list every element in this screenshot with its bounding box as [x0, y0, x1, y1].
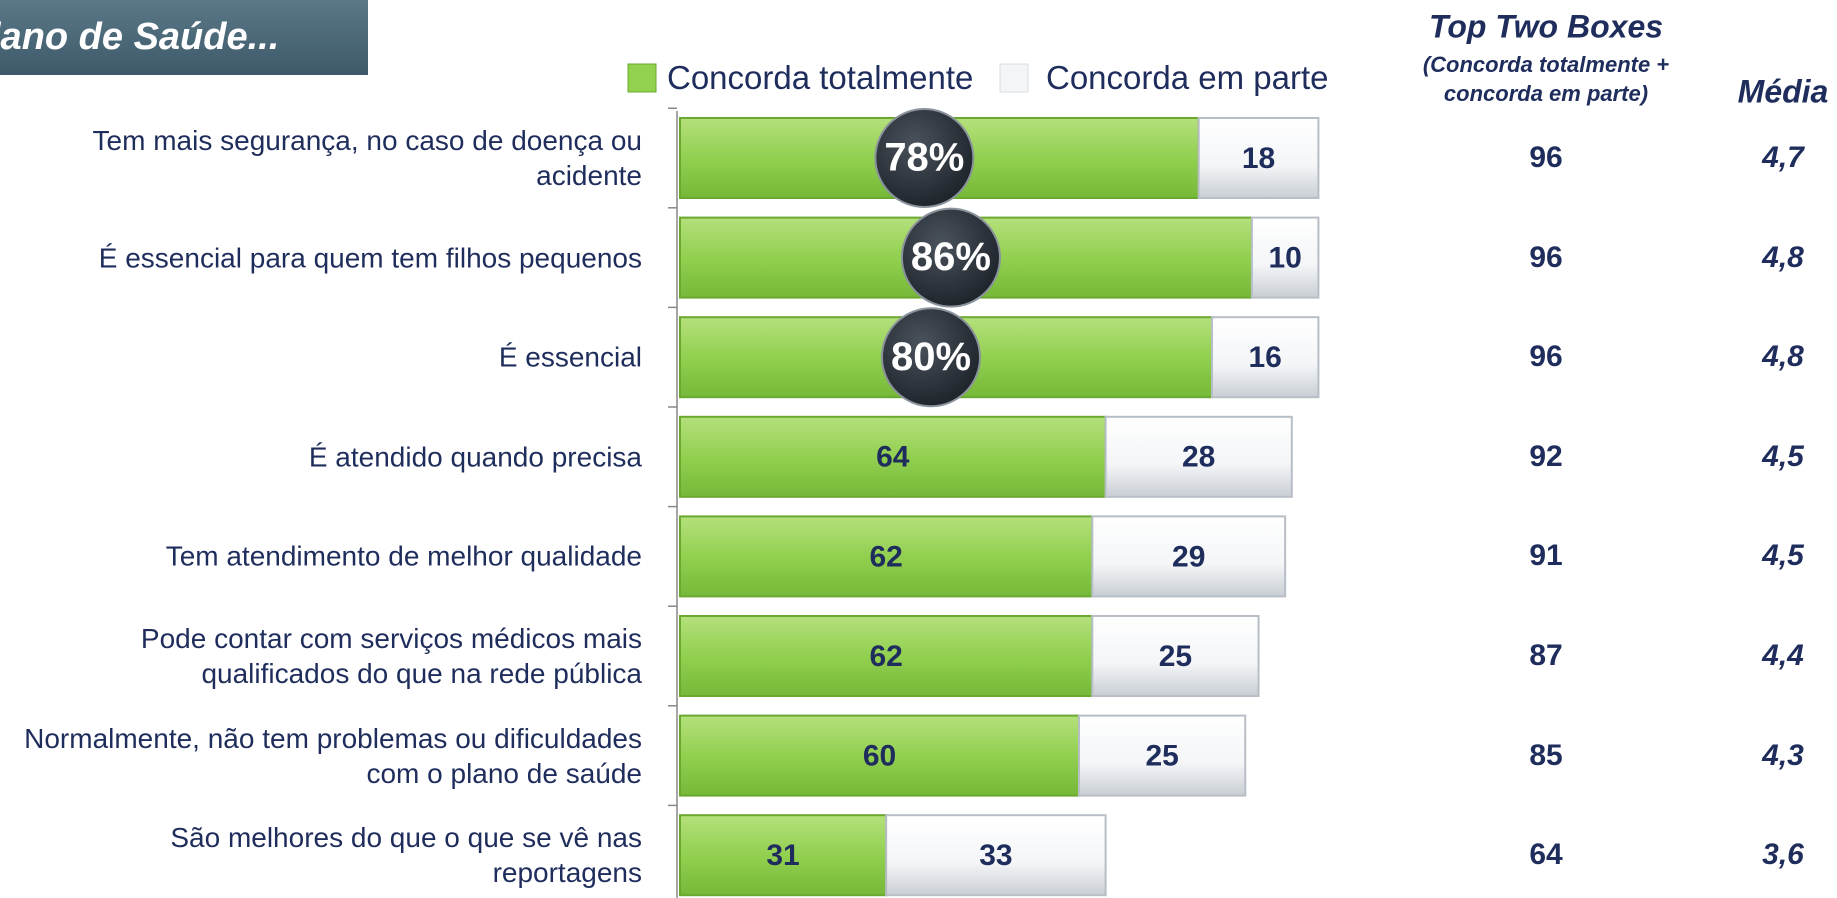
- value-label: 16: [1249, 341, 1282, 374]
- media-value: 4,3: [1762, 738, 1804, 772]
- category-label: Tem atendimento de melhor qualidade: [165, 540, 642, 572]
- value-label: 18: [1242, 142, 1275, 175]
- legend-swatch: [627, 63, 657, 93]
- legend-swatch: [999, 63, 1029, 93]
- title: lano de Saúde...: [0, 0, 368, 75]
- value-label: 60: [863, 740, 896, 773]
- media-value: 4,5: [1762, 439, 1804, 473]
- media-value: 4,5: [1762, 539, 1804, 573]
- category-label: Normalmente, não tem problemas ou dificu…: [24, 722, 642, 789]
- bar-segment: [1211, 316, 1320, 399]
- value-label: 86%: [911, 235, 991, 279]
- category-label: É essencial para quem tem filhos pequeno…: [98, 242, 642, 274]
- value-label: 10: [1268, 242, 1301, 275]
- value-label: 62: [869, 540, 902, 573]
- media-value: 4,8: [1762, 340, 1804, 374]
- label-badge: [900, 207, 1001, 308]
- category-label: Pode contar com serviços médicos mais qu…: [140, 623, 642, 689]
- value-label: 78%: [884, 136, 964, 180]
- top-two-value: 85: [1529, 738, 1563, 772]
- label-badge: [881, 307, 981, 408]
- bar-segment: [679, 515, 1094, 598]
- top-two-value: 96: [1529, 340, 1563, 374]
- value-label: 33: [979, 839, 1012, 872]
- category-label: É atendido quando precisa: [308, 441, 642, 473]
- value-label: 29: [1172, 540, 1205, 573]
- top-two-value: 87: [1529, 639, 1563, 672]
- bar-segment: [1078, 714, 1247, 797]
- value-label: 31: [766, 839, 799, 872]
- label-badge: [874, 108, 975, 208]
- value-label: 62: [869, 640, 902, 673]
- bar-segment: [679, 714, 1080, 797]
- category-label: São melhores do que o que se vê nas repo…: [170, 822, 642, 889]
- bar-segment: [1091, 615, 1260, 697]
- bar-segment: [1250, 216, 1320, 299]
- top-two-value: 92: [1529, 439, 1563, 473]
- top-two-subtitle: (Concorda totalmente + concorda em parte…: [1422, 52, 1670, 106]
- bar-segment: [1104, 415, 1293, 498]
- legend-label: Concorda totalmente: [667, 59, 974, 96]
- bar-segment: [679, 615, 1094, 697]
- category-label: Tem mais segurança, no caso de doença ou…: [92, 125, 642, 191]
- value-label: 25: [1145, 740, 1178, 773]
- top-two-value: 96: [1529, 141, 1563, 174]
- value-label: 64: [876, 441, 910, 474]
- top-two-value: 96: [1529, 240, 1563, 274]
- legend-label: Concorda em parte: [1046, 59, 1329, 96]
- bar-segment: [679, 814, 888, 897]
- media-value: 3,6: [1762, 838, 1804, 872]
- top-two-value: 91: [1529, 539, 1563, 573]
- bar-segment: [1197, 117, 1320, 199]
- bar-segment: [885, 814, 1107, 897]
- top-two-value: 64: [1529, 838, 1563, 872]
- media-value: 4,4: [1762, 639, 1804, 672]
- top-two-title: Top Two Boxes: [1428, 8, 1664, 45]
- value-label: 80%: [891, 335, 971, 379]
- bar-segment: [1091, 515, 1287, 598]
- value-label: 25: [1159, 640, 1192, 673]
- category-label: É essencial: [498, 341, 642, 373]
- media-value: 4,7: [1762, 141, 1804, 174]
- value-label: 28: [1182, 441, 1215, 474]
- media-value: 4,8: [1762, 240, 1804, 274]
- media-title: Média: [1737, 73, 1829, 110]
